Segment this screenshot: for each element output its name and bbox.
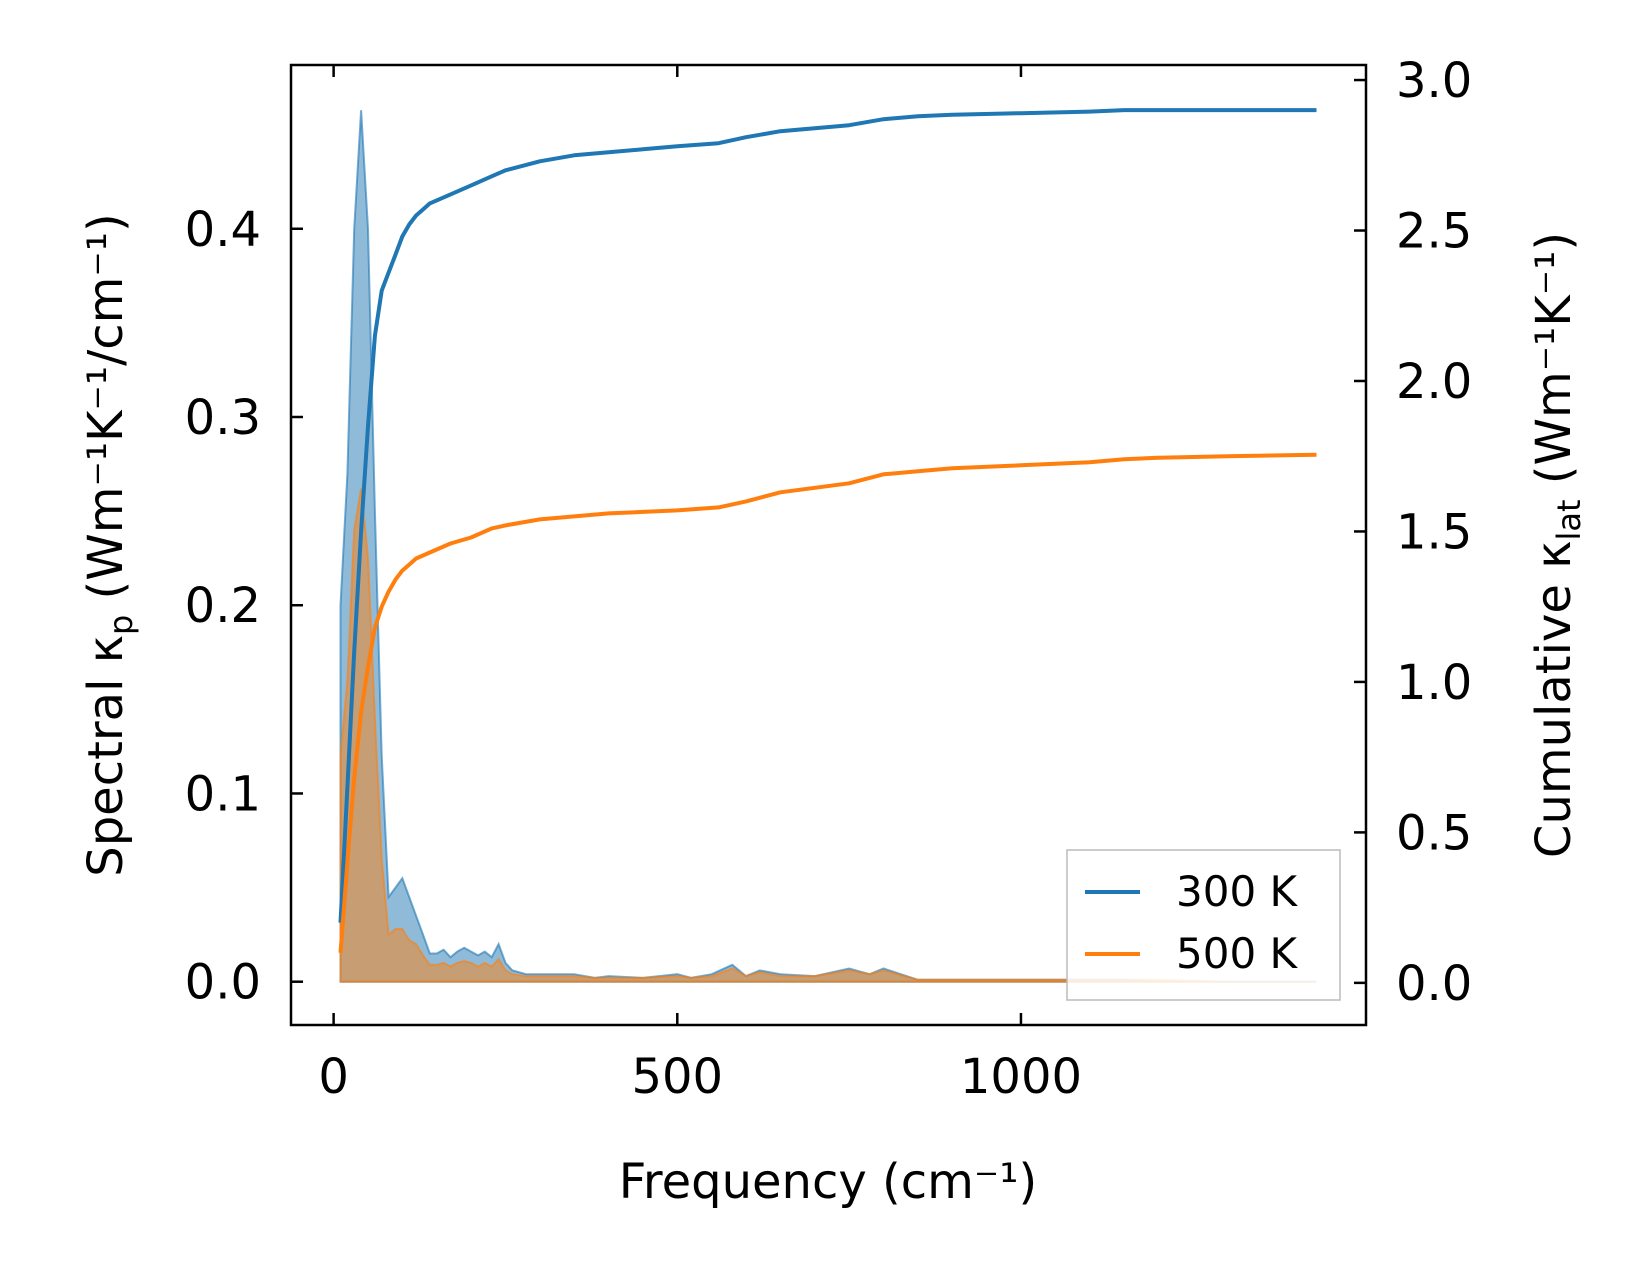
legend-label-500k: 500 K — [1176, 929, 1299, 978]
plot-frame — [289, 63, 1368, 1027]
spectral-fill-500k — [339, 488, 1317, 983]
y-right-tick-label: 3.0 — [1396, 53, 1472, 109]
y-left-tick-label: 0.1 — [185, 766, 261, 822]
legend: 300 K 500 K — [1066, 849, 1341, 1001]
legend-label-300k: 300 K — [1176, 867, 1299, 916]
y-axis-left-label: Spectral κp (Wm⁻¹K⁻¹/cm⁻¹) — [78, 213, 140, 877]
y-left-tick-label: 0.2 — [185, 578, 261, 634]
x-axis-label: Frequency (cm⁻¹) — [619, 1154, 1037, 1210]
x-tick-label: 1000 — [960, 1049, 1082, 1105]
cumulative-line-300k — [338, 108, 1317, 923]
x-tick-label: 0 — [318, 1049, 349, 1105]
cumulative-line-500k — [338, 452, 1317, 953]
x-tick-label: 500 — [631, 1049, 723, 1105]
y-right-tick-label: 0.5 — [1396, 805, 1472, 861]
y-right-tick-label: 1.5 — [1396, 504, 1472, 560]
legend-box — [1066, 849, 1341, 1001]
y-axis-right-label: Cumulative κlat (Wm⁻¹K⁻¹) — [1526, 232, 1588, 858]
y-left-tick-label: 0.3 — [185, 390, 261, 446]
y-right-tick-label: 1.0 — [1396, 655, 1472, 711]
y-right-tick-label: 0.0 — [1396, 956, 1472, 1012]
y-right-tick-label: 2.5 — [1396, 204, 1472, 260]
y-left-tick-label: 0.4 — [185, 202, 261, 258]
axis-ticks: 0 500 1000 0.0 0.1 0.2 0.3 0.4 0.0 0.5 1.0 1.5 2.0 2.… — [185, 53, 1473, 1105]
series-lines — [338, 108, 1317, 953]
y-left-tick-label: 0.0 — [185, 955, 261, 1011]
y-right-tick-label: 2.0 — [1396, 354, 1472, 410]
spectral-fills — [339, 110, 1317, 983]
